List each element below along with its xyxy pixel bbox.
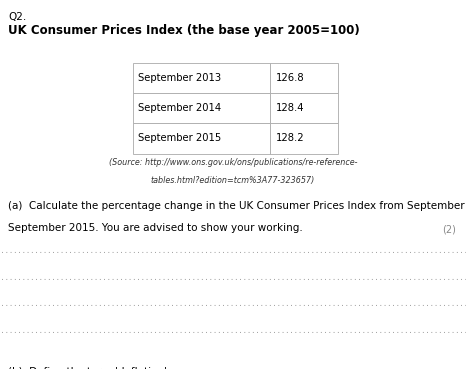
Text: (2): (2): [442, 224, 456, 234]
Text: September 2013: September 2013: [138, 73, 221, 83]
Text: (Source: http://www.ons.gov.uk/ons/publications/re-reference-: (Source: http://www.ons.gov.uk/ons/publi…: [109, 158, 357, 167]
Text: Q2.: Q2.: [8, 12, 27, 22]
Text: UK Consumer Prices Index (the base year 2005=100): UK Consumer Prices Index (the base year …: [8, 24, 360, 37]
Text: ................................................................................: ........................................…: [0, 328, 466, 334]
Text: (b)  Define the term 'deflation'.: (b) Define the term 'deflation'.: [8, 367, 171, 369]
Text: 126.8: 126.8: [276, 73, 304, 83]
Text: (a)  Calculate the percentage change in the UK Consumer Prices Index from Septem: (a) Calculate the percentage change in t…: [8, 201, 466, 211]
Text: ................................................................................: ........................................…: [0, 275, 466, 281]
Text: 128.2: 128.2: [276, 133, 304, 144]
Text: September 2015: September 2015: [138, 133, 222, 144]
Text: ................................................................................: ........................................…: [0, 248, 466, 254]
Text: September 2015. You are advised to show your working.: September 2015. You are advised to show …: [8, 223, 303, 233]
Text: tables.html?edition=tcm%3A77-323657): tables.html?edition=tcm%3A77-323657): [151, 176, 315, 184]
Text: 128.4: 128.4: [276, 103, 304, 113]
Text: ................................................................................: ........................................…: [0, 301, 466, 307]
Text: September 2014: September 2014: [138, 103, 221, 113]
